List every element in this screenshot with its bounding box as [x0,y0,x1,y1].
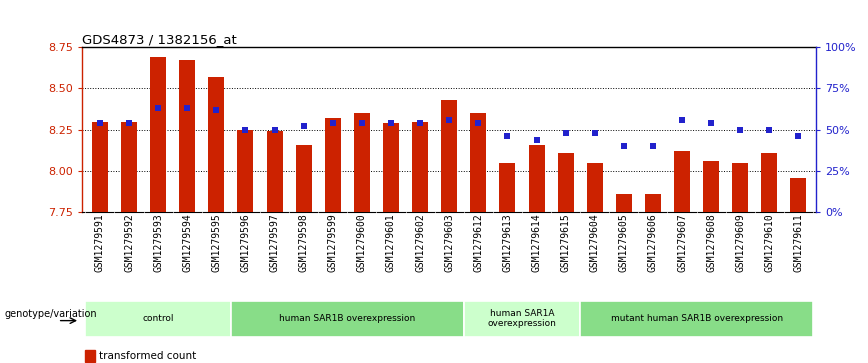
Point [326,120,339,126]
Bar [470,113,486,212]
Point [384,120,398,126]
Bar [557,153,574,212]
Bar [92,122,108,212]
Bar [499,163,516,212]
Point [413,120,427,126]
Point [297,123,311,129]
Bar [529,144,544,212]
Point [239,127,253,132]
Bar [587,163,602,212]
Text: control: control [142,314,174,323]
Bar [121,122,137,212]
Bar [761,153,778,212]
Point [792,134,806,139]
Text: mutant human SAR1B overexpression: mutant human SAR1B overexpression [610,314,783,323]
Point [122,120,136,126]
Bar [441,100,457,212]
Point [675,117,689,123]
Bar [703,161,720,212]
Bar [266,131,283,212]
Bar [354,113,370,212]
Point [762,127,776,132]
Point [442,117,456,123]
FancyBboxPatch shape [580,301,813,337]
Bar [383,123,399,212]
Point [588,130,602,136]
Text: human SAR1A
overexpression: human SAR1A overexpression [488,309,556,328]
Bar [208,77,224,212]
Point [151,105,165,111]
Point [646,143,660,149]
Bar [615,194,632,212]
Text: genotype/variation: genotype/variation [4,309,96,319]
Bar [325,118,341,212]
Text: GDS4873 / 1382156_at: GDS4873 / 1382156_at [82,33,237,46]
Point [209,107,223,113]
Point [704,120,718,126]
Point [267,127,281,132]
FancyBboxPatch shape [464,301,580,337]
Point [733,127,747,132]
Bar [238,130,253,212]
FancyBboxPatch shape [85,301,231,337]
Bar [150,57,166,212]
Bar [412,122,428,212]
Point [529,137,543,143]
Bar [733,163,748,212]
Point [471,120,485,126]
Bar [296,144,312,212]
Point [617,143,631,149]
FancyBboxPatch shape [231,301,464,337]
Bar [85,350,95,362]
Point [501,134,515,139]
Point [93,120,107,126]
Point [559,130,573,136]
Bar [179,60,195,212]
Point [181,105,194,111]
Bar [791,178,806,212]
Text: human SAR1B overexpression: human SAR1B overexpression [279,314,416,323]
Point [355,120,369,126]
Bar [645,194,661,212]
Bar [674,151,690,212]
Text: transformed count: transformed count [99,351,196,361]
